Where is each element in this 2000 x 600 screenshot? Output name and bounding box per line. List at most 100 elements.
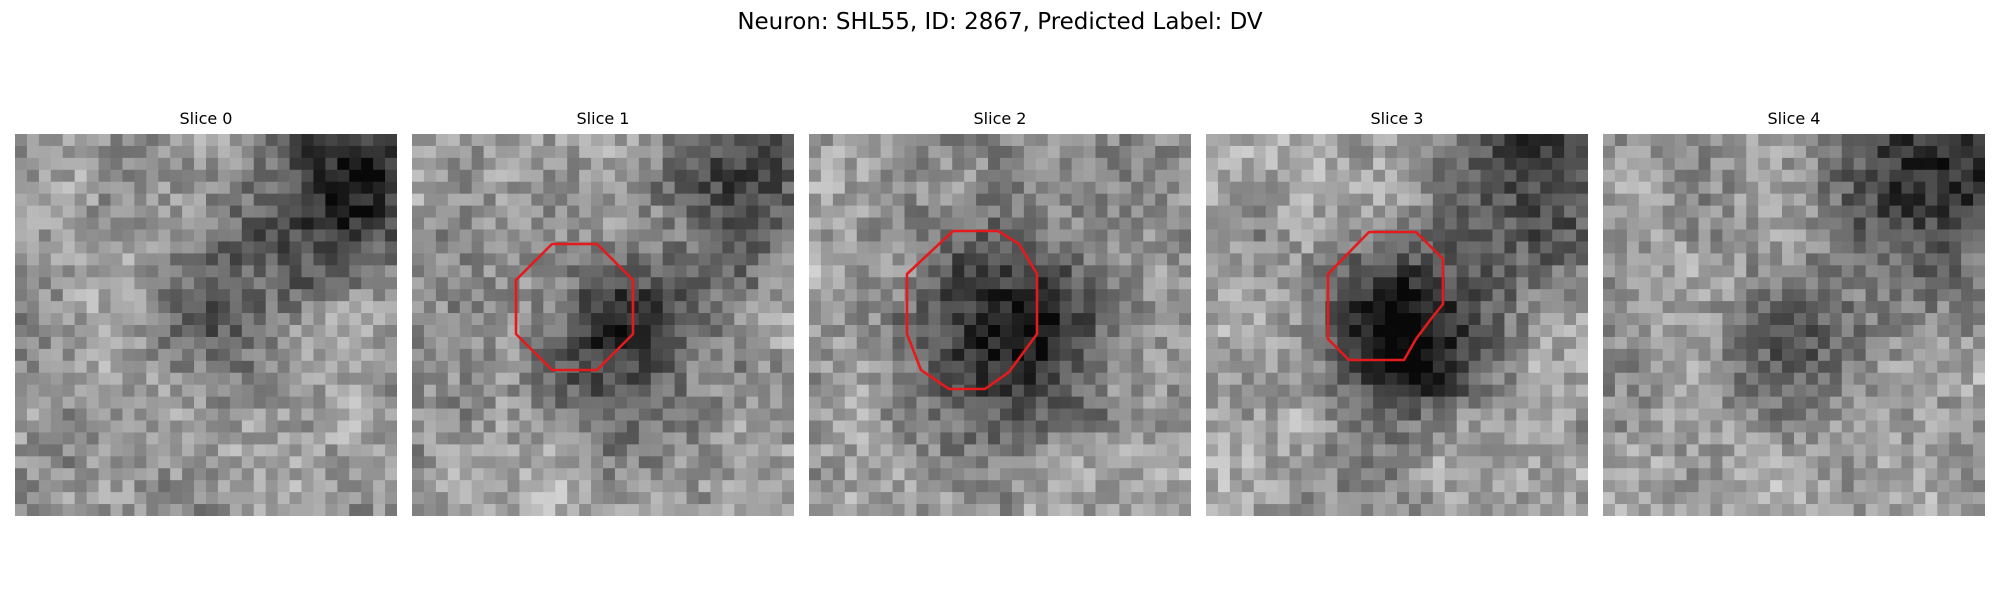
image-pixel bbox=[1770, 384, 1783, 398]
image-pixel bbox=[158, 277, 171, 290]
image-pixel bbox=[1674, 348, 1687, 362]
image-pixel bbox=[940, 420, 953, 433]
image-pixel bbox=[62, 181, 76, 195]
image-pixel bbox=[1253, 289, 1267, 302]
image-pixel bbox=[1853, 348, 1867, 362]
image-pixel bbox=[507, 313, 520, 326]
image-pixel bbox=[277, 348, 290, 362]
image-pixel bbox=[1011, 372, 1025, 386]
image-pixel bbox=[1865, 420, 1878, 433]
image-pixel bbox=[459, 372, 473, 386]
image-pixel bbox=[1397, 241, 1410, 254]
image-pixel bbox=[86, 348, 99, 362]
image-pixel bbox=[1011, 444, 1025, 457]
image-pixel bbox=[1167, 360, 1180, 374]
image-pixel bbox=[26, 229, 40, 242]
image-pixel bbox=[86, 456, 99, 469]
image-pixel bbox=[722, 265, 735, 278]
image-pixel bbox=[964, 313, 977, 326]
image-pixel bbox=[1456, 468, 1470, 481]
image-pixel bbox=[1552, 181, 1565, 195]
image-pixel bbox=[447, 229, 461, 242]
image-pixel bbox=[1265, 408, 1279, 421]
image-pixel bbox=[62, 408, 76, 421]
image-pixel bbox=[820, 480, 834, 493]
image-pixel bbox=[1504, 217, 1517, 230]
image-pixel bbox=[1734, 432, 1747, 445]
image-pixel bbox=[206, 504, 219, 516]
image-pixel bbox=[579, 372, 592, 386]
image-pixel bbox=[1770, 181, 1783, 195]
image-pixel bbox=[880, 217, 893, 230]
image-pixel bbox=[459, 193, 473, 207]
image-pixel bbox=[988, 408, 1001, 421]
image-pixel bbox=[1095, 444, 1108, 457]
image-pixel bbox=[710, 181, 723, 195]
image-pixel bbox=[98, 181, 111, 195]
image-pixel bbox=[1638, 396, 1652, 409]
image-pixel bbox=[1889, 217, 1902, 230]
image-pixel bbox=[1432, 456, 1446, 469]
image-pixel bbox=[26, 336, 40, 350]
image-pixel bbox=[385, 348, 397, 362]
image-pixel bbox=[361, 468, 374, 481]
image-pixel bbox=[1516, 229, 1529, 242]
image-pixel bbox=[1420, 336, 1434, 350]
image-pixel bbox=[1973, 432, 1985, 445]
image-pixel bbox=[1035, 134, 1049, 147]
image-pixel bbox=[1155, 193, 1168, 207]
image-pixel bbox=[1528, 229, 1541, 242]
image-pixel bbox=[1674, 396, 1687, 409]
image-pixel bbox=[1119, 504, 1132, 516]
image-pixel bbox=[1662, 229, 1676, 242]
image-pixel bbox=[626, 169, 640, 183]
image-pixel bbox=[1925, 277, 1938, 290]
image-pixel bbox=[1385, 396, 1398, 409]
image-pixel bbox=[928, 169, 941, 183]
image-pixel bbox=[1626, 289, 1640, 302]
image-pixel bbox=[1083, 301, 1096, 314]
image-pixel bbox=[1746, 408, 1759, 421]
image-pixel bbox=[1035, 145, 1049, 159]
image-pixel bbox=[832, 456, 846, 469]
image-pixel bbox=[122, 384, 135, 398]
image-pixel bbox=[1179, 336, 1191, 350]
image-pixel bbox=[856, 169, 870, 183]
image-pixel bbox=[182, 217, 195, 230]
image-pixel bbox=[1603, 229, 1616, 242]
image-pixel bbox=[1241, 145, 1255, 159]
image-pixel bbox=[122, 217, 135, 230]
image-pixel bbox=[964, 456, 977, 469]
image-pixel bbox=[38, 169, 52, 183]
image-pixel bbox=[614, 229, 628, 242]
image-pixel bbox=[844, 229, 858, 242]
image-pixel bbox=[904, 468, 917, 481]
image-pixel bbox=[603, 456, 616, 469]
image-pixel bbox=[1095, 265, 1108, 278]
image-pixel bbox=[1253, 205, 1267, 218]
image-pixel bbox=[1217, 468, 1231, 481]
image-pixel bbox=[483, 396, 496, 409]
image-pixel bbox=[361, 241, 374, 254]
image-pixel bbox=[591, 456, 604, 469]
image-pixel bbox=[1626, 217, 1640, 230]
image-pixel bbox=[1143, 169, 1156, 183]
image-pixel bbox=[988, 372, 1001, 386]
image-pixel bbox=[928, 336, 941, 350]
image-pixel bbox=[868, 504, 882, 516]
image-pixel bbox=[710, 157, 723, 171]
image-pixel bbox=[50, 336, 64, 350]
image-pixel bbox=[567, 181, 580, 195]
image-pixel bbox=[1217, 265, 1231, 278]
image-pixel bbox=[495, 229, 508, 242]
image-pixel bbox=[1361, 301, 1374, 314]
image-pixel bbox=[412, 241, 425, 254]
image-pixel bbox=[1865, 348, 1878, 362]
image-pixel bbox=[98, 169, 111, 183]
image-pixel bbox=[1603, 289, 1616, 302]
image-pixel bbox=[301, 181, 314, 195]
image-pixel bbox=[1925, 384, 1938, 398]
image-pixel bbox=[1770, 169, 1783, 183]
image-pixel bbox=[423, 205, 437, 218]
image-pixel bbox=[722, 396, 735, 409]
